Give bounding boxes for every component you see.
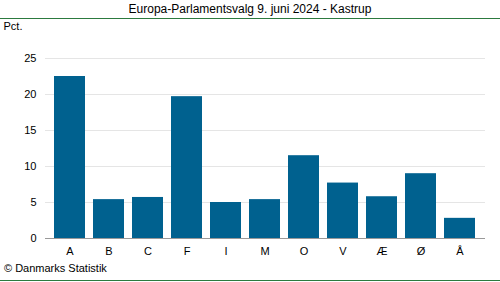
- svg-text:M: M: [260, 245, 269, 257]
- svg-text:C: C: [144, 245, 152, 257]
- svg-text:Æ: Æ: [377, 245, 388, 257]
- html-text:Europa-Parlamentsvalg 9. juni: Europa-Parlamentsvalg 9. juni 2024 - Kas…: [128, 2, 372, 16]
- svg-text:O: O: [300, 245, 309, 257]
- svg-text:I: I: [224, 245, 227, 257]
- svg-text:15: 15: [24, 124, 36, 136]
- svg-text:10: 10: [24, 160, 36, 172]
- html-text:© Danmarks Statistik: © Danmarks Statistik: [4, 262, 107, 274]
- svg-text:Pct.: Pct.: [4, 20, 23, 32]
- svg-text:0: 0: [30, 232, 36, 244]
- svg-text:B: B: [105, 245, 112, 257]
- svg-text:5: 5: [30, 196, 36, 208]
- svg-text:Ø: Ø: [417, 245, 426, 257]
- svg-text:25: 25: [24, 52, 36, 64]
- svg-text:A: A: [66, 245, 74, 257]
- svg-text:V: V: [339, 245, 347, 257]
- svg-text:F: F: [184, 245, 191, 257]
- svg-text:Å: Å: [456, 245, 464, 257]
- svg-text:20: 20: [24, 88, 36, 100]
